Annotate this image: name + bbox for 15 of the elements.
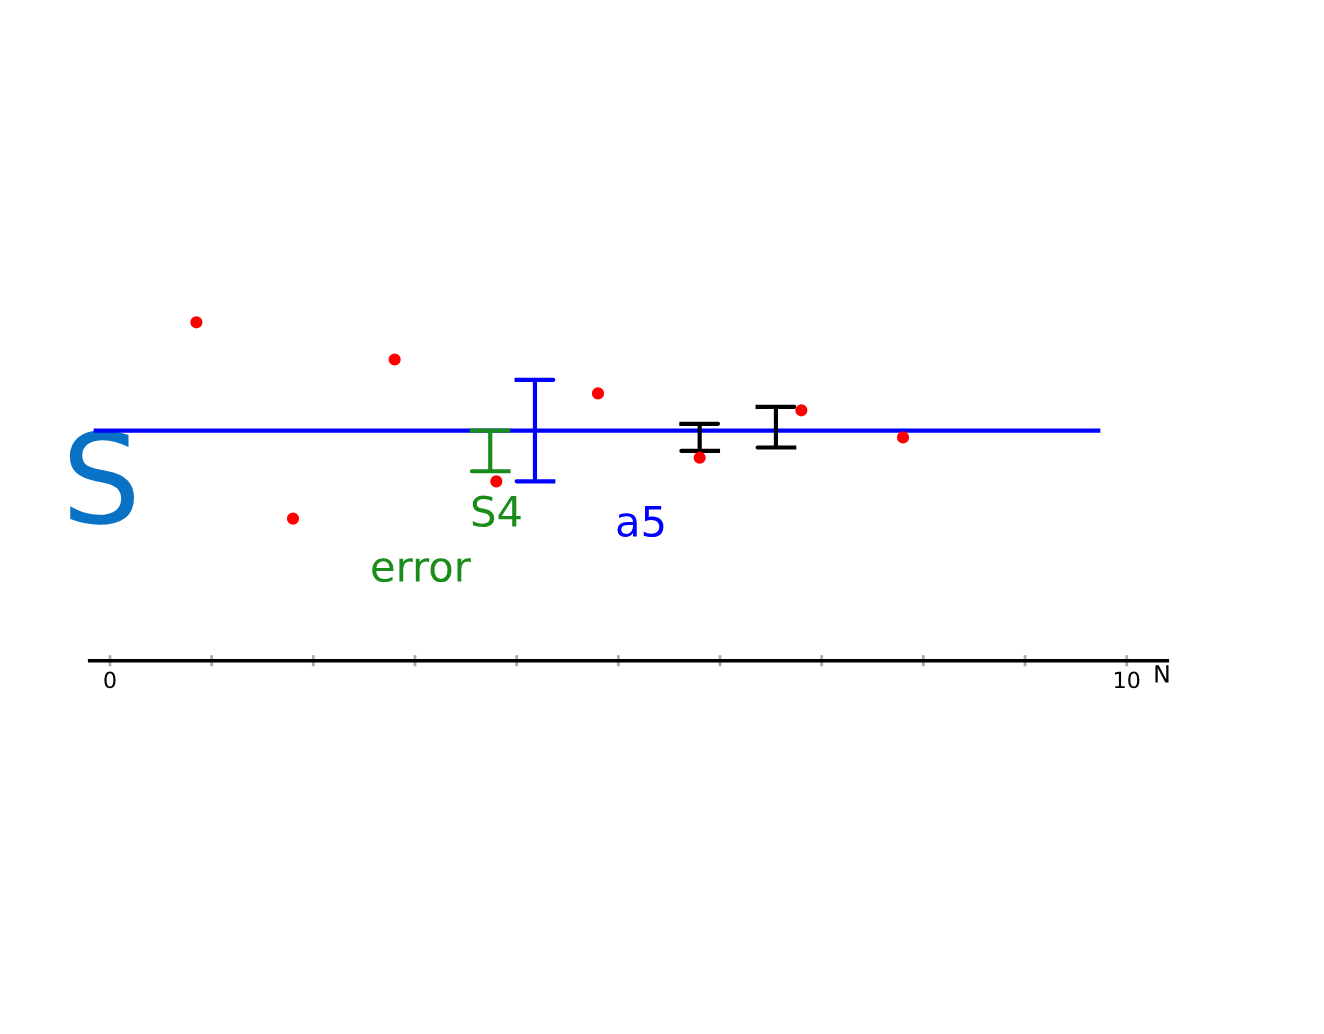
point [693, 451, 706, 464]
point [286, 512, 300, 525]
point [388, 353, 401, 366]
point [795, 404, 808, 417]
annotation: a5 [617, 506, 664, 538]
x-tick-label: 0 [104, 671, 116, 689]
x-tick-label: 10 [1115, 671, 1140, 689]
point [896, 431, 910, 444]
point [490, 475, 503, 488]
x-axis-title: N [1155, 665, 1169, 683]
annotation: error [372, 558, 471, 583]
y-axis-title: S [69, 430, 134, 525]
point [190, 316, 203, 329]
annotation: S4 [472, 495, 521, 528]
point [591, 387, 605, 400]
